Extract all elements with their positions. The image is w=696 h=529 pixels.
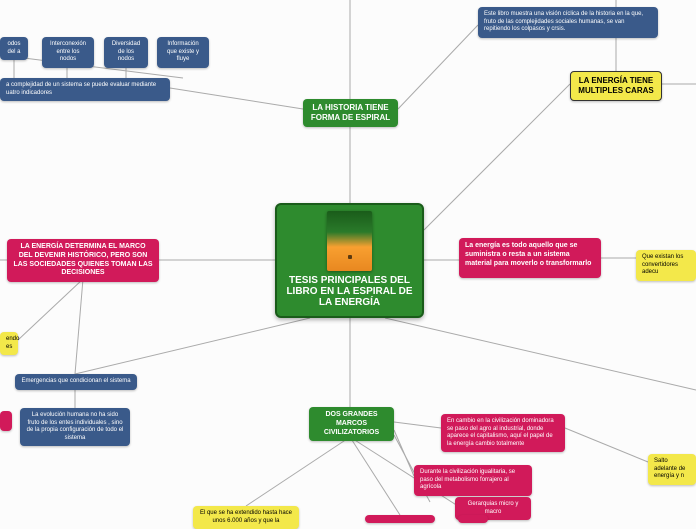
node-cutoff1[interactable] <box>0 411 12 431</box>
node-endo[interactable]: endo es <box>0 332 18 355</box>
node-diversidad[interactable]: Diversidad de los nodos <box>104 37 148 68</box>
node-salto[interactable]: Salto adelante de energía y n <box>648 454 696 485</box>
node-complejidad[interactable]: a complejidad de un sistema se puede eva… <box>0 78 170 101</box>
node-emergencias[interactable]: Emergencias que condicionan el sistema <box>15 374 137 390</box>
center-node[interactable]: TESIS PRINCIPALES DEL LIBRO EN LA ESPIRA… <box>275 203 424 318</box>
node-interconexion[interactable]: Interconexión entre los nodos <box>42 37 94 68</box>
book-cover-image <box>327 211 372 271</box>
node-libro[interactable]: Este libro muestra una visión cíclica de… <box>478 7 658 38</box>
node-extendido[interactable]: El que se ha extendido hasta hace unos 6… <box>193 506 299 529</box>
node-evolucion[interactable]: La evolución humana no ha sido fruto de … <box>20 408 130 446</box>
mindmap-canvas: TESIS PRINCIPALES DEL LIBRO EN LA ESPIRA… <box>0 0 696 520</box>
node-energiacaras[interactable]: LA ENERGÍA TIENE MULTIPLES CARAS <box>570 71 662 101</box>
node-convertidores[interactable]: Que existan los convertidores adecu <box>636 250 696 281</box>
node-nodos[interactable]: odos del a <box>0 37 28 60</box>
node-determina[interactable]: LA ENERGÍA DETERMINA EL MARCO DEL DEVENI… <box>7 239 159 282</box>
center-title: TESIS PRINCIPALES DEL LIBRO EN LA ESPIRA… <box>283 275 416 308</box>
node-encambio[interactable]: En cambio en la civilización dominadora … <box>441 414 565 452</box>
node-historia[interactable]: LA HISTORIA TIENE FORMA DE ESPIRAL <box>303 99 398 127</box>
node-informacion[interactable]: Información que existe y fluye <box>157 37 209 68</box>
node-energiatodo[interactable]: La energía es todo aquello que se sumini… <box>459 238 601 278</box>
node-durante[interactable]: Durante la civilización igualitaria, se … <box>414 465 532 496</box>
node-bottom1[interactable] <box>365 515 435 523</box>
node-bottom2[interactable] <box>458 515 488 523</box>
node-marcos[interactable]: DOS GRANDES MARCOS CIVILIZATORIOS <box>309 407 394 441</box>
